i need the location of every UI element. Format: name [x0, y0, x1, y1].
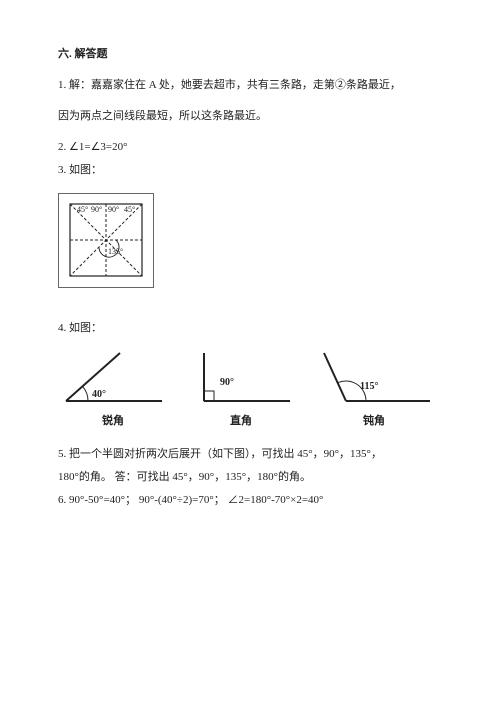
fig1-label-135: 135°	[108, 247, 123, 256]
section-title: 六. 解答题	[58, 46, 442, 63]
acute-angle-label: 40°	[92, 389, 106, 400]
acute-angle-fig: 40° 锐角	[58, 347, 168, 430]
fig1-label-90a: 90°	[91, 205, 102, 214]
fig1-svg: 45° 90° 90° 45° 135°	[64, 198, 148, 282]
q1-line2: 因为两点之间线段最短，所以这条路最近。	[58, 108, 442, 125]
q5-line2: 180°的角。 答：可找出 45°，90°，135°，180°的角。	[58, 469, 442, 486]
obtuse-cap: 钝角	[314, 413, 434, 430]
fig1-label-90b: 90°	[108, 205, 119, 214]
right-angle-label: 90°	[220, 377, 234, 388]
q1-line1: 1. 解：嘉嘉家住在 A 处，她要去超市，共有三条路，走第②条路最近，	[58, 77, 442, 94]
q3-text: 3. 如图：	[58, 162, 442, 179]
q2-text: 2. ∠1=∠3=20°	[58, 139, 442, 156]
fig1-label-45a: 45°	[77, 205, 88, 214]
obtuse-angle-label: 115°	[360, 381, 378, 392]
fig1-square-diagram: 45° 90° 90° 45° 135°	[58, 193, 154, 288]
fig1-label-45b: 45°	[124, 205, 135, 214]
q6-text: 6. 90°-50°=40°； 90°-(40°÷2)=70°； ∠2=180°…	[58, 492, 442, 509]
right-angle-fig: 90° 直角	[186, 347, 296, 430]
angle-figures-row: 40° 锐角 90° 直角 115° 钝角	[58, 347, 442, 430]
q4-text: 4. 如图：	[58, 320, 442, 337]
obtuse-angle-fig: 115° 钝角	[314, 347, 434, 430]
right-cap: 直角	[186, 413, 296, 430]
acute-cap: 锐角	[58, 413, 168, 430]
q5-line1: 5. 把一个半圆对折两次后展开（如下图），可找出 45°，90°，135°，	[58, 446, 442, 463]
